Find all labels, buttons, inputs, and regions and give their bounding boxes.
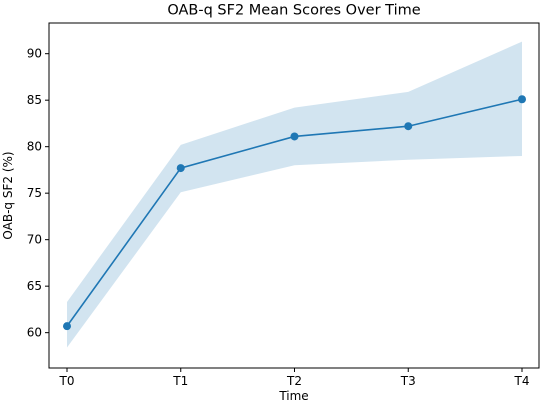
- data-point: [176, 164, 185, 173]
- y-tick-label: 80: [27, 140, 42, 154]
- y-tick-label: 85: [27, 93, 42, 107]
- chart-title: OAB-q SF2 Mean Scores Over Time: [167, 3, 420, 19]
- y-tick-label: 75: [27, 186, 42, 200]
- data-point: [290, 132, 299, 141]
- y-tick-label: 90: [27, 47, 42, 61]
- x-axis: T0 T1 T2 T3 T4: [59, 368, 530, 388]
- y-tick-label: 70: [27, 233, 42, 247]
- data-point: [518, 95, 526, 104]
- y-tick-label: 65: [27, 279, 42, 293]
- x-tick-label: T1: [172, 374, 188, 388]
- y-axis: 60 65 70 75 80 85 90: [27, 47, 49, 340]
- data-point: [404, 122, 413, 131]
- x-tick-label: T4: [514, 374, 530, 388]
- x-tick-label: T0: [59, 374, 75, 388]
- plot-area: [63, 41, 526, 348]
- x-axis-title: Time: [278, 389, 308, 402]
- confidence-band: [67, 41, 522, 348]
- x-tick-label: T3: [400, 374, 416, 388]
- y-tick-label: 60: [27, 326, 42, 340]
- data-point: [63, 322, 71, 331]
- y-axis-title: OAB-q SF2 (%): [1, 151, 15, 239]
- x-tick-label: T2: [286, 374, 302, 388]
